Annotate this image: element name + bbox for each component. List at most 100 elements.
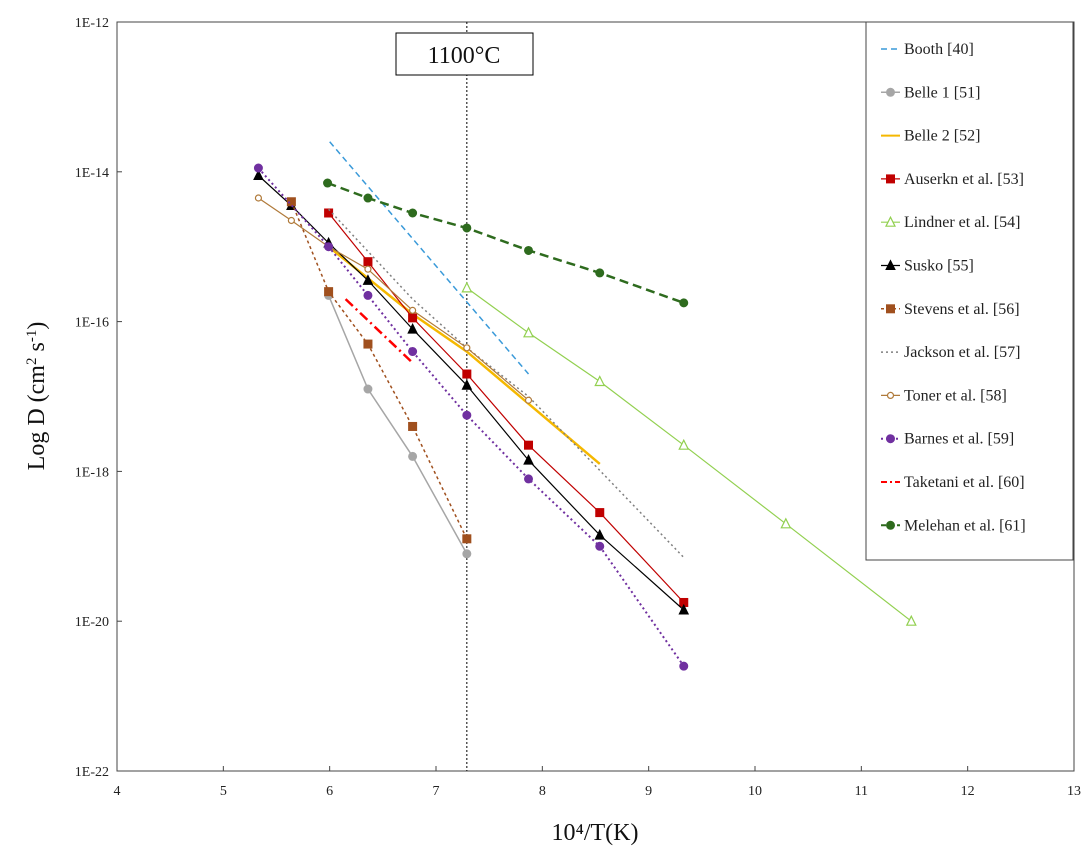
data-point	[461, 379, 473, 390]
legend-label: Belle 1 [51]	[904, 84, 980, 101]
data-point	[363, 384, 373, 394]
data-point	[780, 517, 792, 529]
data-point	[408, 313, 418, 323]
x-tick-label: 4	[114, 784, 121, 799]
legend-entry: Lindner et al. [54]	[881, 214, 1020, 231]
y-axis-title-sup2: -1	[24, 330, 40, 343]
legend-label: Stevens et al. [56]	[904, 301, 1020, 318]
x-axis-title: 10⁴/T(K)	[551, 820, 638, 846]
series-line	[327, 295, 468, 555]
series-11	[344, 298, 414, 364]
series-layer	[253, 141, 917, 671]
data-point	[253, 163, 263, 173]
x-tick-label: 9	[645, 784, 652, 799]
legend-entry: Booth [40]	[881, 41, 974, 58]
legend-entry: Taketani et al. [60]	[881, 474, 1025, 491]
y-tick-label: 1E-22	[75, 765, 109, 780]
data-point	[524, 245, 534, 255]
data-point	[594, 375, 606, 387]
legend-label: Barnes et al. [59]	[904, 431, 1014, 448]
y-axis-title: Log D (cm2 s-1)	[24, 322, 50, 471]
series-12	[323, 178, 689, 308]
data-point	[885, 259, 896, 270]
x-tick-label: 5	[220, 784, 227, 799]
data-point	[323, 178, 333, 188]
data-point	[595, 508, 605, 518]
data-point	[408, 208, 418, 218]
y-axis-title-sup1: 2	[24, 358, 40, 366]
legend-label: Booth [40]	[904, 41, 974, 58]
legend: Booth [40] Belle 1 [51] Belle 2 [52] Auserk…	[865, 21, 1074, 561]
series-line	[257, 167, 685, 667]
data-point	[886, 87, 895, 97]
y-axis-title-end: )	[24, 322, 50, 330]
series-10	[253, 163, 689, 671]
data-point	[409, 306, 417, 314]
legend-entry: Jackson et al. [57]	[881, 344, 1020, 361]
temperature-annotation: 1100°C	[395, 22, 534, 771]
data-point	[324, 287, 334, 297]
x-tick-label: 8	[539, 784, 546, 799]
legend-label: Melehan et al. [61]	[904, 517, 1026, 534]
data-point	[461, 281, 473, 293]
legend-entry: Auserkn et al. [53]	[881, 171, 1024, 188]
data-point	[408, 421, 418, 431]
data-point	[595, 268, 605, 278]
data-point	[678, 438, 690, 450]
x-tick-label: 7	[433, 784, 440, 799]
data-point	[885, 215, 896, 227]
annotation-box	[395, 32, 534, 76]
data-point	[462, 223, 472, 233]
legend-label: Toner et al. [58]	[904, 387, 1007, 404]
legend-entry: Belle 2 [52]	[881, 128, 980, 145]
y-axis: 1E-22 1E-20 1E-18 1E-16 1E-14 1E-12	[75, 16, 122, 780]
y-tick-label: 1E-12	[75, 16, 109, 31]
series-1	[329, 141, 530, 375]
data-point	[363, 257, 373, 267]
y-tick-label: 1E-14	[75, 166, 109, 181]
series-5	[461, 281, 917, 626]
legend-entry: Melehan et al. [61]	[881, 517, 1026, 534]
data-point	[524, 440, 534, 450]
data-point	[463, 344, 471, 352]
data-point	[254, 194, 263, 202]
legend-label: Jackson et al. [57]	[904, 344, 1020, 361]
data-point	[364, 265, 372, 273]
data-point	[886, 520, 895, 530]
x-tick-label: 13	[1067, 784, 1081, 799]
data-point	[407, 322, 418, 334]
data-point	[363, 339, 373, 349]
data-point	[524, 474, 534, 484]
data-point	[363, 193, 373, 203]
y-tick-label: 1E-18	[75, 465, 109, 480]
data-point	[324, 242, 334, 252]
y-tick-label: 1E-20	[75, 615, 109, 630]
y-axis-title-main: Log D (cm	[24, 365, 50, 471]
x-tick-label: 6	[326, 784, 333, 799]
data-point	[523, 326, 534, 338]
x-tick-label: 12	[961, 784, 975, 799]
x-tick-label: 10	[748, 784, 762, 799]
data-point	[886, 174, 895, 184]
legend-entry: Susko [55]	[881, 258, 974, 275]
data-point	[905, 614, 917, 626]
x-tick-label: 11	[855, 784, 868, 799]
data-point	[462, 369, 472, 379]
legend-label: Lindner et al. [54]	[904, 214, 1020, 231]
data-point	[408, 347, 418, 357]
plot-area	[116, 21, 1075, 772]
data-point	[362, 274, 374, 285]
legend-label: Susko [55]	[904, 258, 974, 275]
data-point	[886, 304, 895, 314]
series-line	[466, 287, 912, 622]
data-point	[462, 534, 472, 544]
data-point	[462, 549, 472, 559]
y-tick-label: 1E-16	[75, 316, 109, 331]
legend-entry: Toner et al. [58]	[881, 387, 1007, 404]
legend-label: Belle 2 [52]	[904, 128, 980, 145]
legend-box	[865, 21, 1074, 561]
legend-label: Auserkn et al. [53]	[904, 171, 1024, 188]
annotation-label: 1100°C	[428, 43, 501, 69]
data-point	[886, 391, 895, 399]
